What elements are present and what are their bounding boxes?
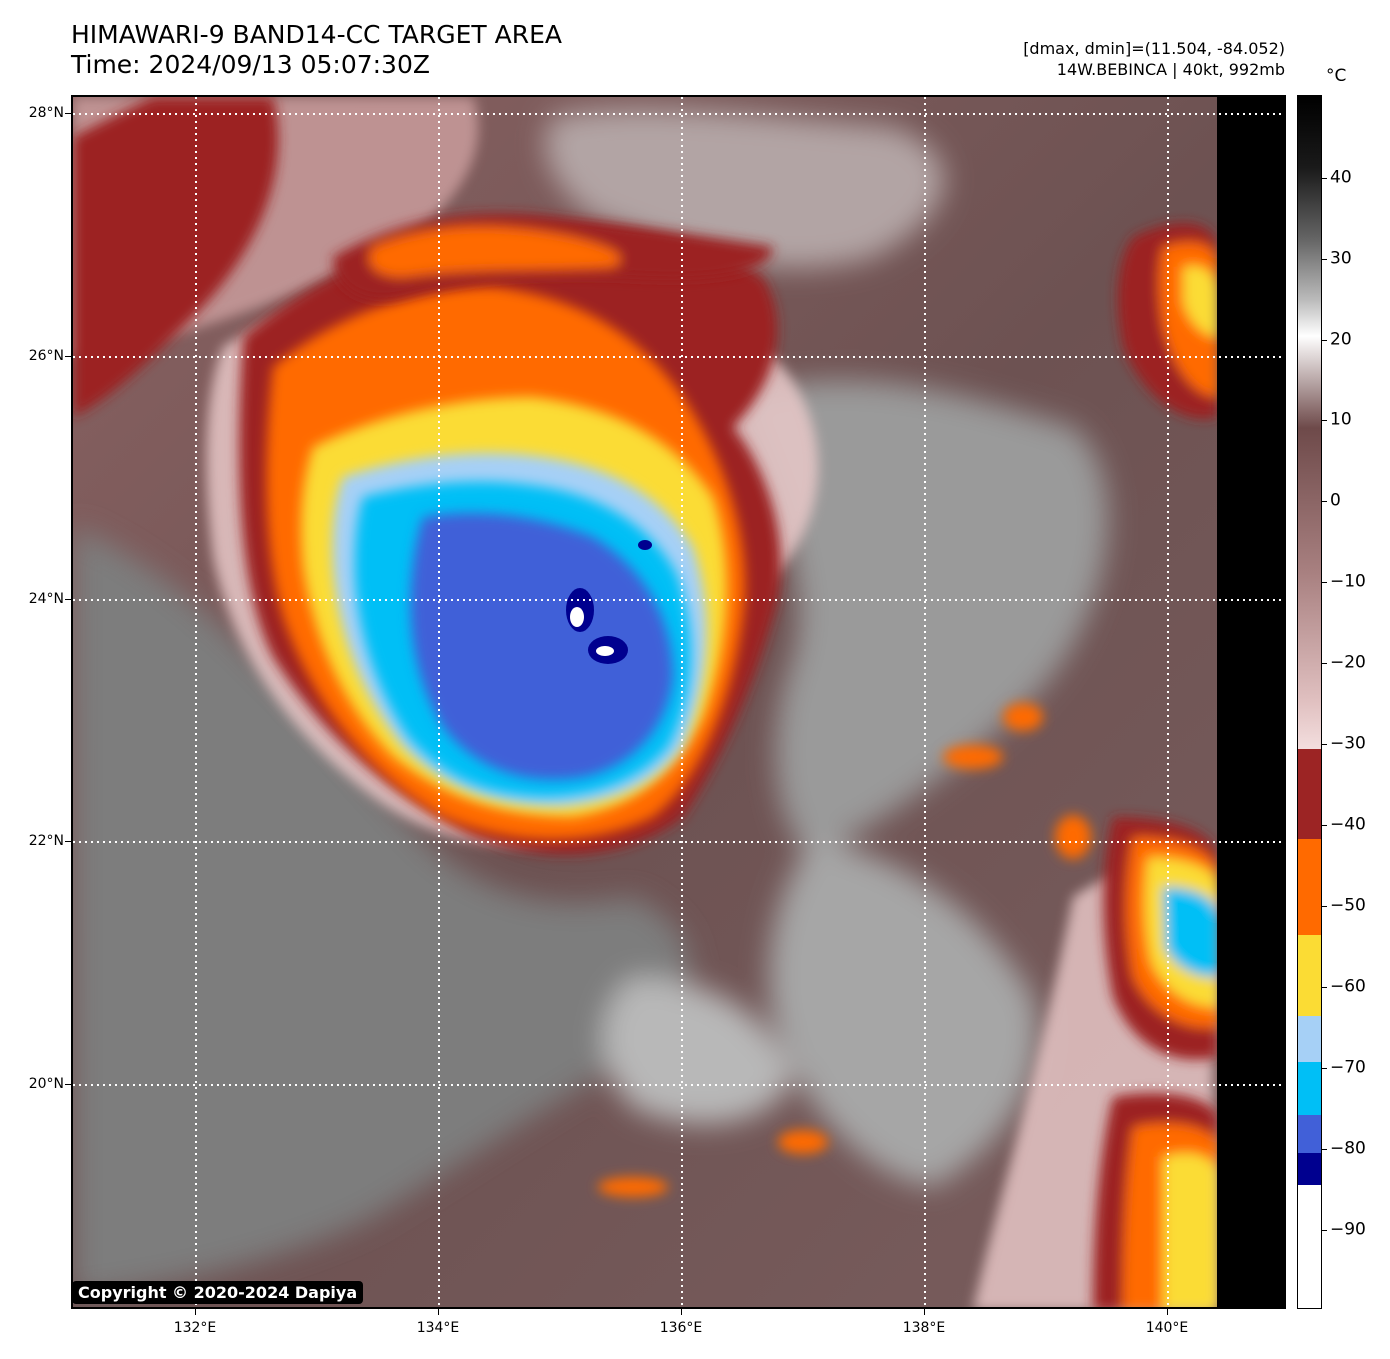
lon-label-136e: 136°E [659,1320,703,1336]
colorbar-tick [1322,663,1327,664]
title-line2: Time: 2024/09/13 05:07:30Z [71,50,430,79]
chart-title: HIMAWARI-9 BAND14-CC TARGET AREA Time: 2… [71,20,562,80]
colorbar-tick [1322,744,1327,745]
colorbar-tick [1322,582,1327,583]
colorbar-white [1298,1185,1321,1308]
lat-label-24n: 24°N [28,591,64,607]
colorbar-label-10: 10 [1330,409,1352,430]
colorbar-label-m40: −40 [1330,814,1366,835]
lon-label-134e: 134°E [416,1320,460,1336]
colorbar-cyan [1298,1062,1321,1115]
lat-tick [65,599,71,600]
colorbar-label-m90: −90 [1330,1219,1366,1240]
colorbar-label-m60: −60 [1330,976,1366,997]
colorbar-label-m50: −50 [1330,895,1366,916]
gridlines [73,97,1284,1307]
colorbar-lightblue [1298,1016,1321,1062]
lat-tick [65,113,71,114]
copyright-label: Copyright © 2020-2024 Dapiya [72,1281,364,1304]
lon-tick [681,1309,682,1315]
colorbar-tick [1322,1230,1327,1231]
colorbar-label-20: 20 [1330,329,1352,350]
colorbar-brown-pink [1298,428,1321,749]
satellite-image [73,97,1284,1307]
colorbar-label-m10: −10 [1330,571,1366,592]
satellite-map [71,95,1286,1309]
colorbar-label-0: 0 [1330,490,1341,511]
colorbar-yellow [1298,935,1321,1016]
colorbar-orange [1298,839,1321,935]
lat-label-28n: 28°N [28,105,64,121]
lat-tick [65,1084,71,1085]
eastern-convection [1093,223,1218,1307]
cold-cloud-bands [73,97,781,855]
colorbar-navy [1298,1153,1321,1185]
colorbar-label-m30: −30 [1330,733,1366,754]
colorbar-tick [1322,340,1327,341]
colorbar-label-m20: −20 [1330,652,1366,673]
colorbar [1297,95,1322,1309]
lon-label-132e: 132°E [173,1320,217,1336]
colorbar-red [1298,749,1321,839]
lat-tick [65,356,71,357]
colorbar-white-brown [1298,336,1321,428]
storm-label: 14W.BEBINCA | 40kt, 992mb [1056,60,1285,79]
colorbar-tick [1322,420,1327,421]
storm-info: [dmax, dmin]=(11.504, -84.052) 14W.BEBIN… [1023,38,1285,80]
colorbar-label-m80: −80 [1330,1138,1366,1159]
lat-label-22n: 22°N [28,833,64,849]
gray-regions [73,108,1108,1297]
colorbar-tick [1322,825,1327,826]
colorbar-tick [1322,1068,1327,1069]
lon-tick [438,1309,439,1315]
colorbar-label-m70: −70 [1330,1057,1366,1078]
lon-tick [195,1309,196,1315]
colorbar-label-30: 30 [1330,248,1352,269]
colorbar-blue [1298,1115,1321,1153]
lat-label-20n: 20°N [28,1076,64,1092]
lon-tick [1167,1309,1168,1315]
colorbar-tick [1322,906,1327,907]
colorbar-label-40: 40 [1330,167,1352,188]
dmax-dmin-label: [dmax, dmin]=(11.504, -84.052) [1023,39,1285,58]
lat-label-26n: 26°N [28,348,64,364]
lat-tick [65,841,71,842]
colorbar-tick [1322,501,1327,502]
colorbar-tick [1322,259,1327,260]
northern-band [333,213,773,300]
lon-label-138e: 138°E [902,1320,946,1336]
lon-tick [924,1309,925,1315]
colorbar-grayscale [1298,96,1321,336]
colorbar-tick [1322,178,1327,179]
colorbar-tick [1322,1149,1327,1150]
no-data-strip [1217,97,1284,1307]
lon-label-140e: 140°E [1145,1320,1189,1336]
colorbar-tick [1322,987,1327,988]
scattered-convection [598,703,1091,1197]
colorbar-unit: °C [1326,66,1347,86]
title-line1: HIMAWARI-9 BAND14-CC TARGET AREA [71,20,563,49]
